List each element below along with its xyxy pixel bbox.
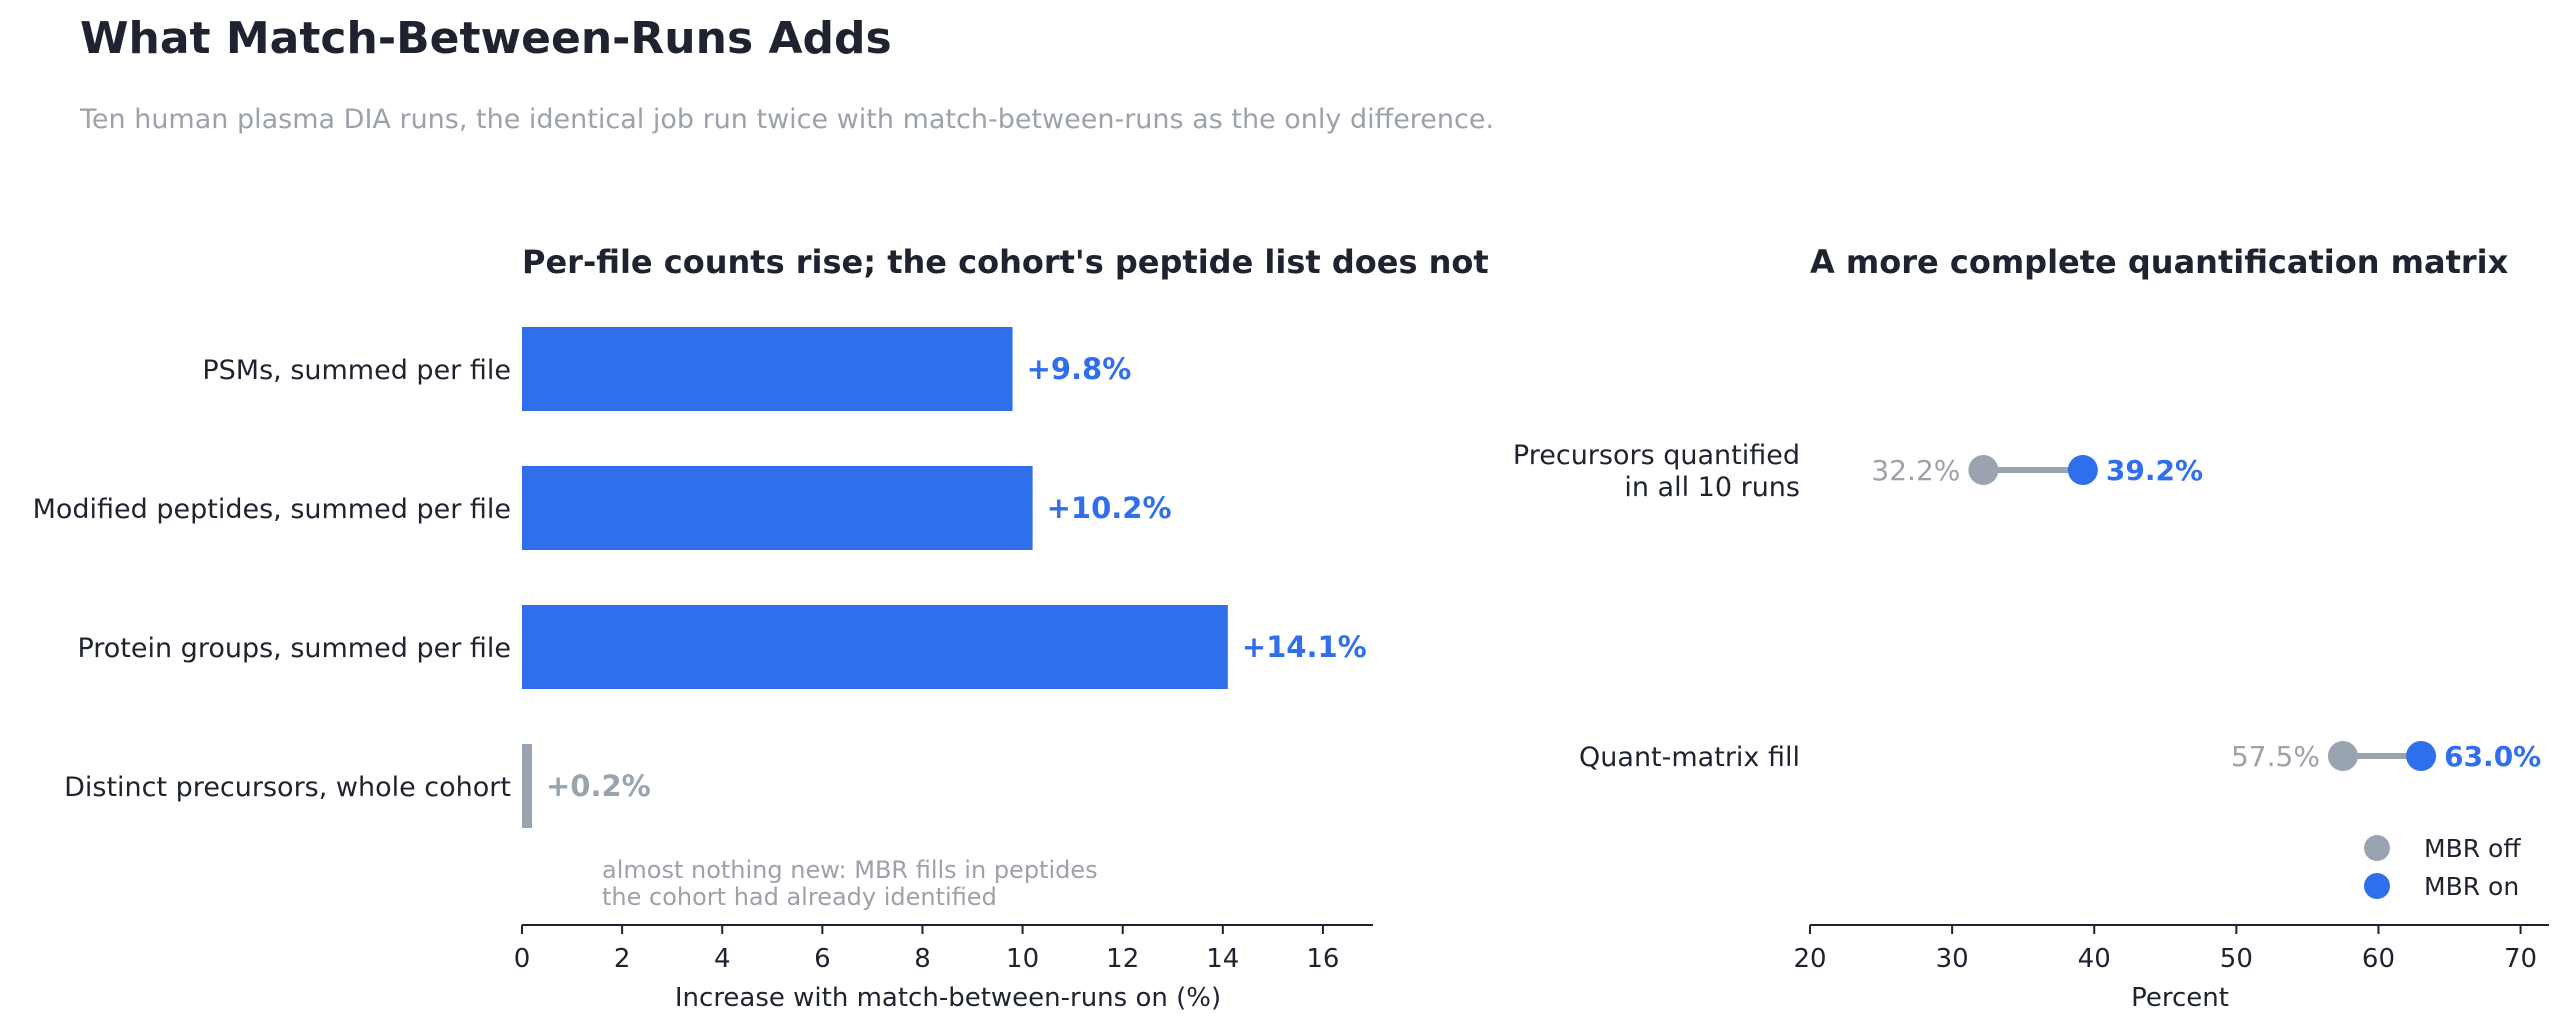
- x-tick-label: 40: [2078, 944, 2111, 974]
- category-label: Quant-matrix fill: [1579, 742, 1800, 773]
- bar: [522, 744, 533, 828]
- x-tick-label: 8: [914, 944, 931, 974]
- x-tick-label: 70: [2504, 944, 2537, 974]
- x-tick-label: 20: [1793, 944, 1826, 974]
- bar: [522, 466, 1033, 550]
- category-label: Distinct precursors, whole cohort: [64, 772, 511, 803]
- mbr-on-value-label: 63.0%: [2444, 740, 2541, 773]
- x-tick-label: 2: [614, 944, 631, 974]
- bar: [522, 327, 1013, 411]
- x-tick-label: 60: [2362, 944, 2395, 974]
- bar: [522, 605, 1228, 689]
- dumbbell-chart: A more complete quantification matrix Pe…: [1513, 243, 2549, 1013]
- x-tick-label: 30: [1936, 944, 1969, 974]
- legend-label: MBR off: [2424, 834, 2521, 863]
- bar-annotation: almost nothing new: MBR fills in peptide…: [602, 856, 1098, 884]
- bar-value-label: +0.2%: [546, 769, 651, 803]
- x-tick-label: 4: [714, 944, 731, 974]
- legend-marker: [2364, 873, 2390, 899]
- mbr-on-point: [2067, 455, 2098, 485]
- bar-chart-x-axis-label: Increase with match-between-runs on (%): [675, 983, 1221, 1013]
- bar-value-label: +10.2%: [1047, 491, 1172, 525]
- legend-marker: [2364, 835, 2390, 861]
- category-label: in all 10 runs: [1624, 472, 1800, 503]
- bar-value-label: +14.1%: [1242, 630, 1367, 664]
- dumbbell-chart-x-axis-label: Percent: [2131, 983, 2229, 1013]
- mbr-on-point: [2406, 741, 2437, 771]
- category-label: Precursors quantified: [1513, 440, 1800, 471]
- bar-chart-title: Per-file counts rise; the cohort's pepti…: [522, 243, 1489, 281]
- x-tick-label: 14: [1206, 944, 1239, 974]
- x-tick-label: 16: [1306, 944, 1339, 974]
- mbr-off-point: [1968, 455, 1999, 485]
- mbr-on-value-label: 39.2%: [2106, 454, 2203, 487]
- x-tick-label: 0: [514, 944, 531, 974]
- x-tick-label: 6: [814, 944, 831, 974]
- legend-label: MBR on: [2424, 872, 2519, 901]
- x-tick-label: 50: [2220, 944, 2253, 974]
- bar-value-label: +9.8%: [1027, 352, 1132, 386]
- page-subtitle: Ten human plasma DIA runs, the identical…: [79, 104, 1494, 135]
- category-label: PSMs, summed per file: [202, 355, 511, 386]
- bar-chart: Per-file counts rise; the cohort's pepti…: [33, 243, 1489, 1013]
- mbr-off-point: [2327, 741, 2358, 771]
- mbr-off-value-label: 57.5%: [2231, 740, 2320, 773]
- bar-annotation: the cohort had already identified: [602, 883, 997, 911]
- category-label: Protein groups, summed per file: [77, 633, 511, 664]
- x-tick-label: 12: [1106, 944, 1139, 974]
- category-label: Modified peptides, summed per file: [33, 494, 511, 525]
- x-tick-label: 10: [1006, 944, 1039, 974]
- dumbbell-chart-title: A more complete quantification matrix: [1810, 243, 2509, 281]
- page-title: What Match-Between-Runs Adds: [80, 13, 892, 64]
- mbr-off-value-label: 32.2%: [1871, 454, 1960, 487]
